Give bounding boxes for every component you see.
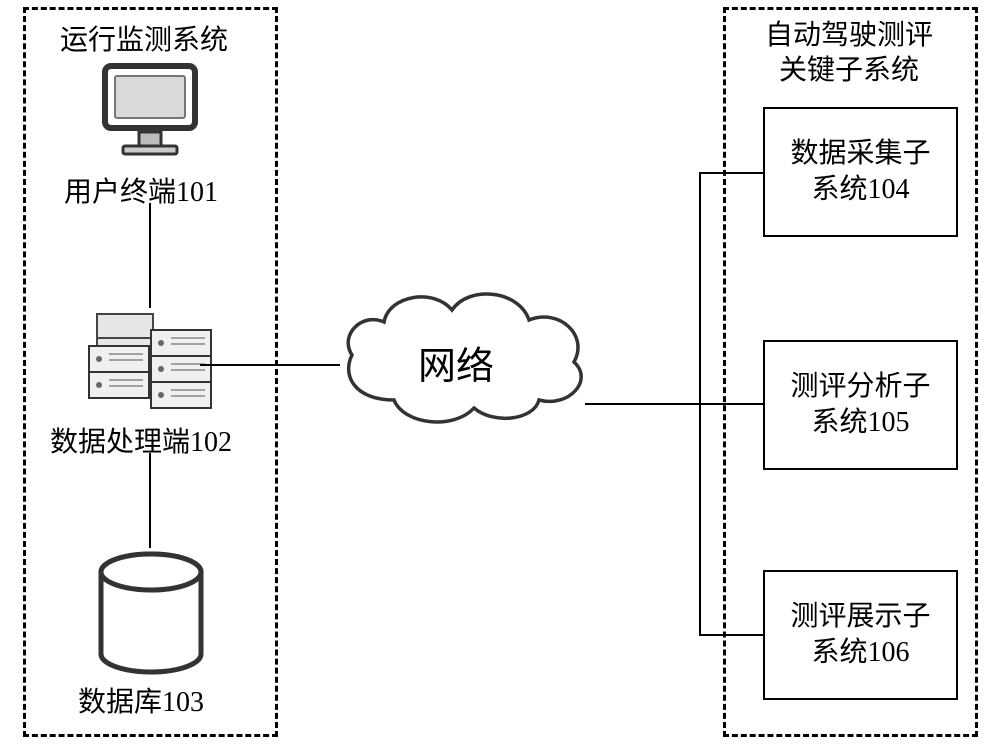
line-cloud-to-bus [585,403,701,405]
database-label: 数据库103 [78,680,204,720]
subsystem-collect: 数据采集子 系统104 [763,107,958,237]
line-terminal-processor [149,203,151,308]
terminal-label: 用户终端101 [64,170,218,210]
right-title: 自动驾驶测评 关键子系统 [765,18,933,88]
subsystem-analyze: 测评分析子 系统105 [763,340,958,470]
subsystem-display-l1: 测评展示子 [790,599,930,635]
subsystem-display: 测评展示子 系统106 [763,570,958,700]
database-icon [95,550,207,678]
subsystem-collect-l2: 系统104 [811,172,909,208]
network-label: 网络 [418,335,494,390]
line-processor-database [149,453,151,548]
subsystem-collect-l1: 数据采集子 [790,136,930,172]
monitor-icon [95,58,205,168]
right-title-line1: 自动驾驶测评 [765,20,933,51]
server-icon [85,310,215,418]
left-title: 运行监测系统 [60,18,228,58]
subsystem-analyze-l2: 系统105 [811,405,909,441]
right-title-line2: 关键子系统 [779,55,919,86]
processor-label: 数据处理端102 [50,420,232,460]
subsystem-analyze-l1: 测评分析子 [790,369,930,405]
line-left-to-cloud [200,364,340,366]
subsystem-display-l2: 系统106 [811,635,909,671]
